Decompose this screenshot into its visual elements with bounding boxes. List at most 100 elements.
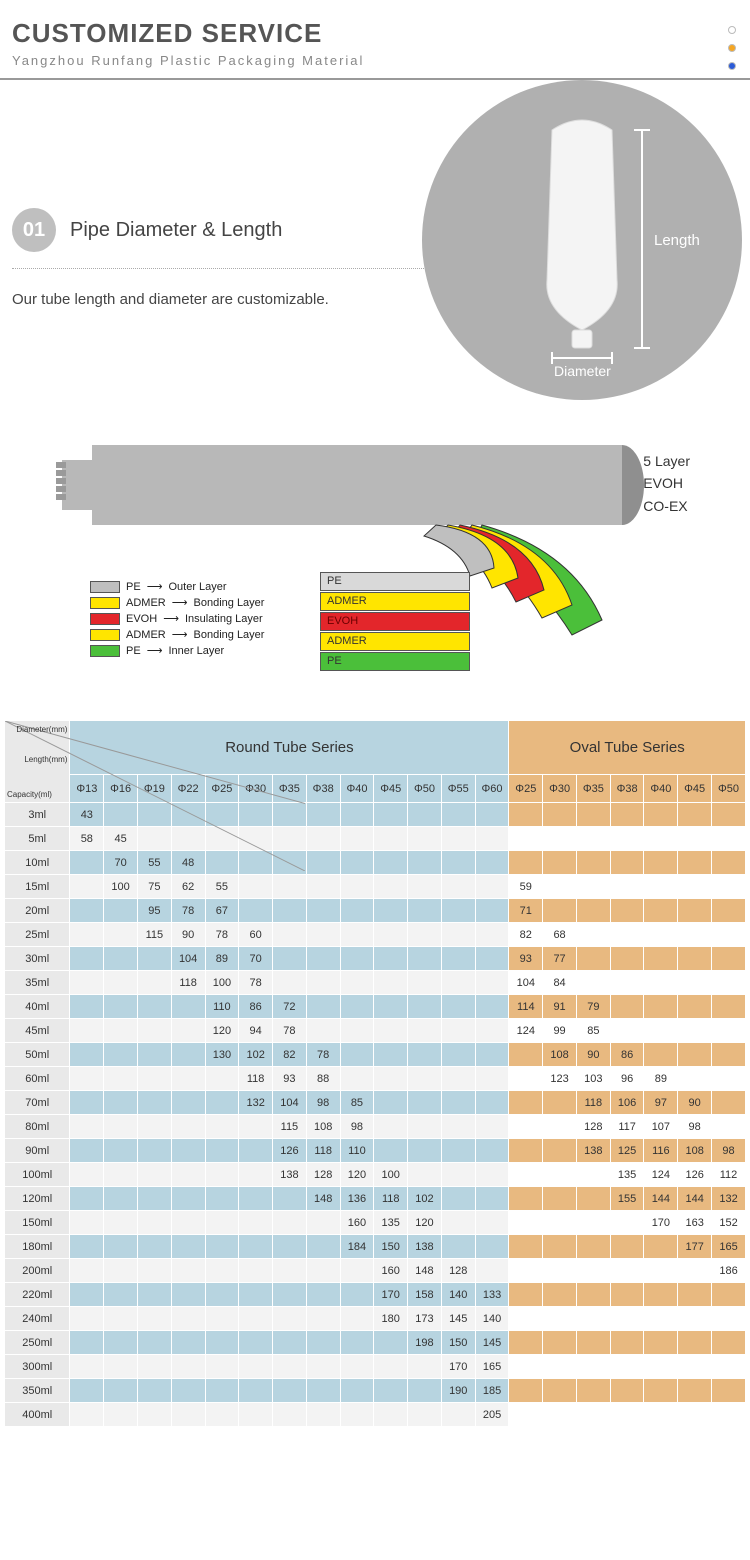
spec-cell (678, 995, 712, 1019)
section-title: Pipe Diameter & Length (70, 219, 282, 242)
spec-cell (374, 899, 408, 923)
spec-cell (340, 923, 374, 947)
spec-cell: 126 (273, 1139, 307, 1163)
spec-cell: 89 (205, 947, 239, 971)
spec-cell (205, 1355, 239, 1379)
spec-cell: 70 (239, 947, 273, 971)
spec-cell (70, 1259, 104, 1283)
spec-cell (712, 827, 746, 851)
spec-cell: 128 (441, 1259, 475, 1283)
spec-cell (576, 1379, 610, 1403)
spec-cell: 112 (712, 1163, 746, 1187)
spec-cell (137, 1091, 171, 1115)
spec-cell (441, 1067, 475, 1091)
header-dot-icon (728, 26, 736, 34)
spec-cell: 86 (239, 995, 273, 1019)
spec-cell (137, 1355, 171, 1379)
spec-cell (306, 971, 340, 995)
spec-cell (306, 1307, 340, 1331)
spec-cell (678, 1355, 712, 1379)
spec-cell (576, 899, 610, 923)
spec-cell: 78 (171, 899, 205, 923)
header-dot-icon (728, 62, 736, 70)
spec-cell (137, 995, 171, 1019)
spec-cell (712, 1091, 746, 1115)
spec-cell: 86 (610, 1043, 644, 1067)
spec-cell: 138 (408, 1235, 442, 1259)
spec-cell (712, 971, 746, 995)
spec-cell: 59 (509, 875, 543, 899)
spec-cell (171, 1043, 205, 1067)
spec-cell (509, 803, 543, 827)
spec-cell (374, 1139, 408, 1163)
spec-cell: 96 (610, 1067, 644, 1091)
spec-cell (610, 1331, 644, 1355)
spec-cell (644, 1307, 678, 1331)
spec-cell (678, 803, 712, 827)
spec-cell: 67 (205, 899, 239, 923)
spec-cell (408, 827, 442, 851)
spec-cell (306, 947, 340, 971)
spec-cell (610, 1307, 644, 1331)
spec-cell (408, 971, 442, 995)
spec-cell (509, 1355, 543, 1379)
spec-cell (543, 1091, 577, 1115)
spec-cell (441, 1187, 475, 1211)
spec-cell (576, 1187, 610, 1211)
layer-legend: PE ⟶ Outer Layer ADMER ⟶ Bonding Layer E… (90, 580, 264, 660)
page-header: CUSTOMIZED SERVICE Yangzhou Runfang Plas… (0, 0, 750, 80)
spec-cell (678, 1331, 712, 1355)
diameter-col-header: Φ40 (340, 775, 374, 803)
spec-cell (306, 995, 340, 1019)
spec-cell (70, 1043, 104, 1067)
spec-cell (70, 1355, 104, 1379)
spec-cell: 160 (374, 1259, 408, 1283)
spec-cell (340, 1379, 374, 1403)
spec-cell (543, 1115, 577, 1139)
spec-cell (408, 875, 442, 899)
spec-cell (239, 1211, 273, 1235)
spec-cell (610, 1403, 644, 1427)
capacity-cell: 180ml (5, 1235, 70, 1259)
spec-cell: 145 (475, 1331, 509, 1355)
spec-cell: 78 (273, 1019, 307, 1043)
spec-cell (171, 1019, 205, 1043)
layer-bar: ADMER (320, 632, 470, 651)
length-label: Length (654, 232, 700, 249)
spec-cell (273, 971, 307, 995)
spec-cell (306, 1259, 340, 1283)
spec-cell (712, 947, 746, 971)
spec-cell (712, 1067, 746, 1091)
spec-cell (610, 971, 644, 995)
spec-cell: 130 (205, 1043, 239, 1067)
spec-cell: 60 (239, 923, 273, 947)
spec-cell (205, 1235, 239, 1259)
spec-cell: 108 (678, 1139, 712, 1163)
spec-cell (408, 851, 442, 875)
spec-cell: 108 (306, 1115, 340, 1139)
spec-cell (576, 971, 610, 995)
spec-cell (576, 851, 610, 875)
spec-cell (576, 1307, 610, 1331)
table-row: 20ml95786771 (5, 899, 746, 923)
spec-cell (70, 947, 104, 971)
spec-cell: 173 (408, 1307, 442, 1331)
spec-cell: 90 (678, 1091, 712, 1115)
spec-cell: 120 (340, 1163, 374, 1187)
spec-cell (475, 1187, 509, 1211)
spec-cell (306, 827, 340, 851)
header-dot-icon (728, 44, 736, 52)
spec-cell (644, 923, 678, 947)
spec-cell (644, 971, 678, 995)
spec-cell (306, 923, 340, 947)
spec-cell (576, 1331, 610, 1355)
spec-cell (137, 1307, 171, 1331)
spec-cell (408, 947, 442, 971)
legend-role: Bonding Layer (194, 597, 265, 609)
spec-cell (171, 1163, 205, 1187)
spec-cell (712, 923, 746, 947)
spec-cell (441, 1139, 475, 1163)
spec-cell (374, 875, 408, 899)
spec-cell: 110 (205, 995, 239, 1019)
spec-cell (678, 827, 712, 851)
